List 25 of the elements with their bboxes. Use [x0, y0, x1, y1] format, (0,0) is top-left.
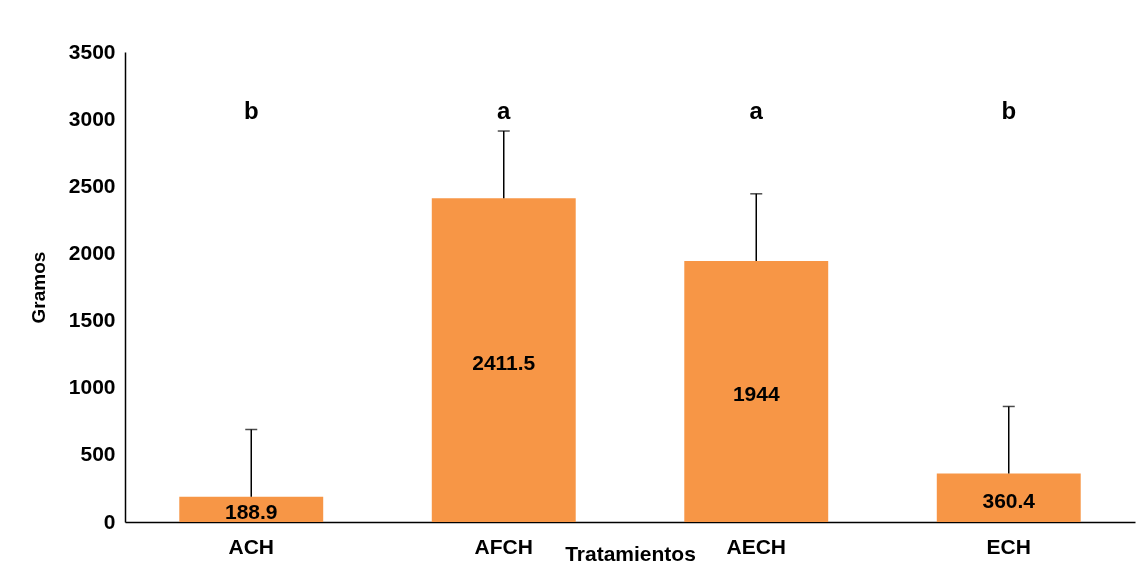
data-label: 360.4 — [982, 488, 1036, 512]
x-axis-title: Tratamientos — [565, 541, 696, 565]
y-tick-label: 3500 — [68, 39, 116, 63]
data-label: 2411.5 — [472, 351, 536, 375]
y-tick-label: 2000 — [68, 240, 116, 264]
y-tick-label: 1000 — [68, 375, 116, 399]
y-tick-label: 1500 — [68, 308, 116, 332]
y-tick-label: 3000 — [68, 106, 116, 130]
y-tick-label: 0 — [103, 509, 116, 533]
annotation: a — [749, 97, 764, 124]
x-tick-label: AFCH — [474, 534, 533, 558]
x-tick-label: ACH — [228, 534, 274, 558]
bar — [936, 473, 1081, 522]
data-label: 1944 — [732, 382, 780, 406]
bar — [431, 198, 576, 522]
x-tick-label: AECH — [726, 534, 787, 558]
x-tick-label: ECH — [986, 534, 1031, 558]
annotation: b — [1001, 97, 1017, 124]
data-label: 188.9 — [224, 500, 278, 524]
y-tick-label: 2500 — [68, 173, 116, 197]
y-tick-label: 500 — [80, 442, 116, 466]
annotation: b — [243, 97, 259, 124]
y-axis-title: Gramos — [27, 251, 49, 324]
annotation: a — [497, 97, 512, 124]
bar — [684, 260, 829, 522]
